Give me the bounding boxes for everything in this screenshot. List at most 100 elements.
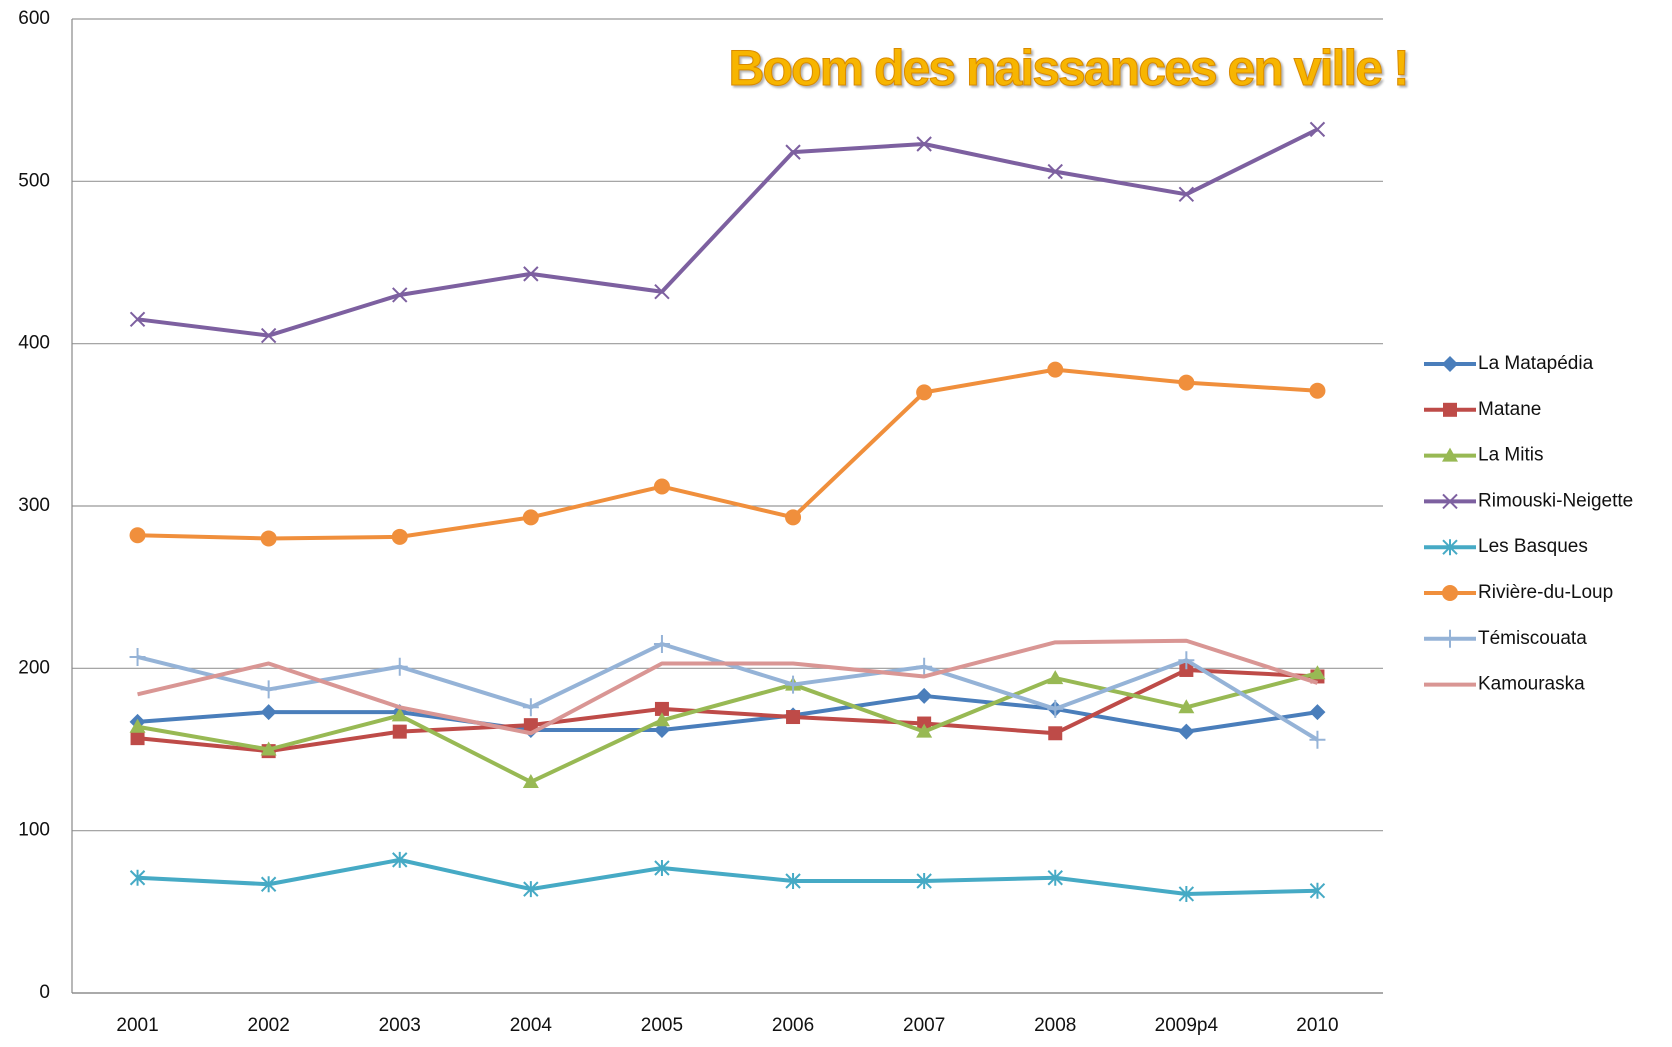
- marker: [785, 144, 801, 160]
- marker: [1047, 869, 1063, 886]
- marker: [1178, 374, 1195, 391]
- marker: [523, 881, 539, 898]
- marker: [785, 509, 802, 526]
- marker: [1442, 539, 1458, 556]
- marker: [260, 530, 277, 547]
- x-tick-label: 2003: [379, 1015, 421, 1036]
- marker: [786, 710, 801, 725]
- legend-label: Matane: [1478, 399, 1541, 420]
- marker: [1178, 699, 1195, 714]
- marker: [1442, 629, 1458, 648]
- marker: [785, 675, 802, 694]
- legend-label: Témiscouata: [1478, 628, 1587, 649]
- x-tick-label: 2008: [1034, 1015, 1076, 1036]
- marker: [392, 851, 408, 868]
- marker: [1309, 382, 1326, 399]
- marker: [785, 872, 801, 889]
- marker: [654, 860, 670, 877]
- marker: [129, 718, 146, 733]
- marker: [260, 876, 277, 893]
- marker: [522, 773, 539, 788]
- marker: [522, 698, 539, 717]
- y-tick-label: 100: [18, 820, 50, 841]
- marker: [523, 266, 539, 282]
- x-tick-label: 2004: [510, 1015, 553, 1036]
- legend-label: Rivière-du-Loup: [1478, 582, 1613, 603]
- marker: [523, 718, 538, 733]
- marker: [1179, 662, 1194, 677]
- marker: [260, 704, 277, 721]
- marker: [1047, 670, 1064, 685]
- series-line: [137, 693, 1318, 734]
- x-tick-label: 2007: [903, 1015, 945, 1036]
- x-tick-label: 2006: [772, 1015, 814, 1036]
- legend-label: La Matapédia: [1478, 353, 1594, 374]
- marker: [391, 657, 408, 676]
- chart-title: Boom des naissances en ville !: [728, 40, 1407, 96]
- marker: [1178, 723, 1195, 740]
- marker: [522, 509, 539, 526]
- marker: [129, 869, 146, 886]
- marker: [1309, 121, 1326, 138]
- marker: [1048, 726, 1063, 741]
- marker: [392, 724, 407, 739]
- y-tick-label: 400: [18, 333, 50, 354]
- marker: [260, 741, 277, 756]
- series-line: [137, 667, 1318, 754]
- marker: [653, 634, 670, 653]
- marker: [1178, 651, 1195, 670]
- series-line: [137, 857, 1318, 896]
- marker: [130, 731, 145, 746]
- series-line: [137, 671, 1318, 784]
- marker: [129, 527, 146, 544]
- x-tick-label: 2001: [116, 1015, 158, 1036]
- y-tick-label: 0: [39, 982, 50, 1003]
- marker: [654, 701, 669, 716]
- series-line: [137, 638, 1319, 736]
- marker: [391, 707, 408, 722]
- marker: [1309, 704, 1326, 721]
- marker: [1178, 186, 1195, 203]
- marker: [1442, 447, 1458, 462]
- marker: [916, 657, 933, 676]
- y-tick-label: 200: [18, 657, 50, 678]
- legend-label: Les Basques: [1478, 536, 1588, 557]
- marker: [391, 528, 408, 545]
- marker: [654, 284, 670, 300]
- marker: [1442, 356, 1458, 372]
- legend-label: La Mitis: [1478, 445, 1543, 466]
- y-tick-label: 500: [18, 170, 50, 191]
- marker: [1309, 665, 1326, 680]
- y-tick-label: 600: [18, 8, 50, 29]
- series-line: [137, 127, 1319, 338]
- legend-label: Kamouraska: [1478, 674, 1585, 695]
- marker: [1309, 730, 1326, 749]
- marker: [1047, 699, 1064, 718]
- marker: [1047, 163, 1063, 180]
- y-tick-label: 300: [18, 495, 50, 516]
- legend-label: Rimouski-Neigette: [1478, 490, 1633, 511]
- x-tick-label: 2002: [248, 1015, 290, 1036]
- marker: [1442, 585, 1458, 601]
- marker: [260, 680, 277, 699]
- marker: [392, 287, 408, 303]
- marker: [916, 687, 933, 704]
- marker: [129, 647, 146, 666]
- marker: [653, 712, 670, 727]
- x-tick-label: 2005: [641, 1015, 683, 1036]
- marker: [1443, 402, 1457, 417]
- marker: [1309, 882, 1326, 899]
- marker: [129, 311, 146, 328]
- marker: [916, 136, 932, 152]
- marker: [916, 872, 932, 889]
- marker: [1178, 885, 1195, 902]
- marker: [653, 478, 670, 495]
- marker: [260, 327, 277, 344]
- x-tick-label: 2010: [1296, 1015, 1338, 1036]
- x-tick-label: 2009p4: [1155, 1015, 1219, 1036]
- marker: [1047, 361, 1064, 378]
- marker: [916, 723, 933, 738]
- marker: [917, 716, 932, 731]
- marker: [1442, 493, 1458, 510]
